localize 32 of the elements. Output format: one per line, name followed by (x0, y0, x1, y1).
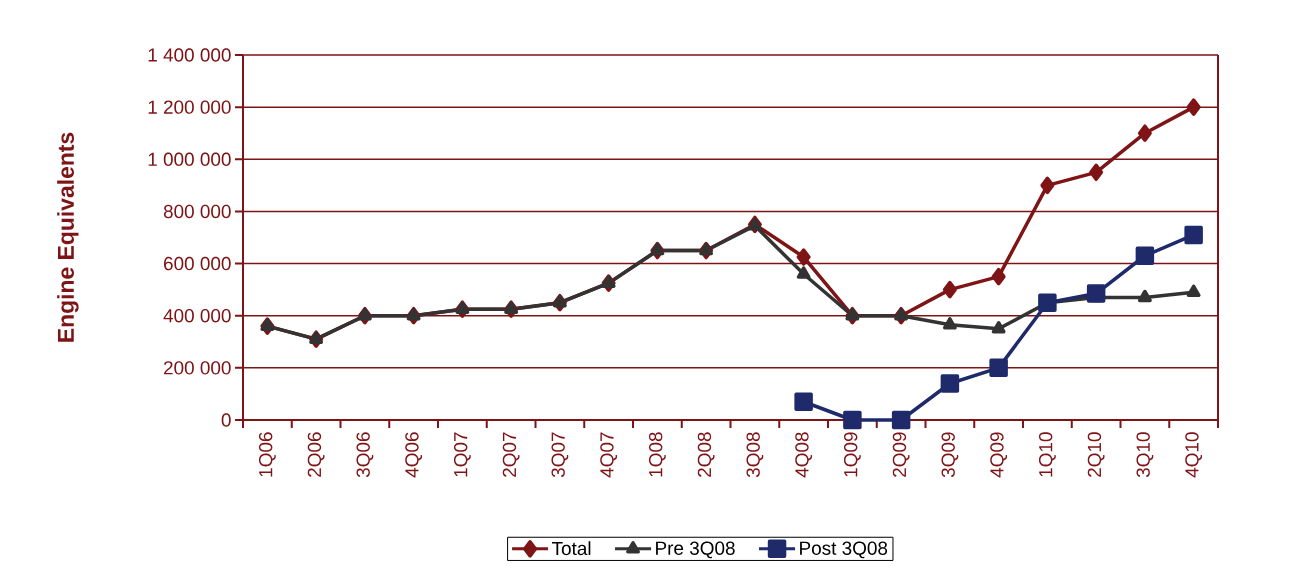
x-tick-label: 2Q08 (697, 432, 715, 477)
y-tick-label: 400 000 (163, 309, 231, 323)
legend-label: Total (551, 541, 591, 556)
x-tick-label: 3Q09 (941, 432, 959, 478)
y-tick-label: 200 000 (164, 361, 231, 375)
x-tick-label: 3Q07 (551, 432, 569, 478)
y-tick-label: 0 (221, 413, 231, 427)
x-tick-label: 2Q10 (1087, 432, 1105, 477)
x-tick-label: 4Q10 (1185, 432, 1203, 478)
y-tick-label: 1 400 000 (148, 48, 231, 62)
x-tick-label: 1Q06 (258, 432, 276, 477)
legend-label: Pre 3Q08 (656, 541, 735, 559)
y-axis-title: Engine Equivalents (57, 132, 79, 342)
y-tick-label: 600 000 (164, 256, 231, 271)
x-tick-label: 1Q09 (843, 432, 861, 477)
x-tick-label: 1Q07 (453, 432, 471, 477)
x-tick-label: 2Q06 (307, 432, 325, 477)
y-tick-label: 1 200 000 (148, 100, 231, 114)
x-tick-label: 4Q08 (795, 432, 813, 478)
x-tick-label: 1Q08 (648, 432, 666, 477)
x-tick-label: 4Q06 (405, 432, 423, 478)
x-tick-label: 4Q07 (600, 432, 618, 478)
x-tick-label: 3Q08 (746, 432, 764, 478)
y-tick-label: 1 000 000 (148, 152, 231, 166)
x-tick-label: 3Q06 (356, 432, 374, 478)
legend-label: Post 3Q08 (800, 541, 888, 559)
x-tick-label: 2Q09 (892, 432, 910, 477)
x-tick-label: 4Q09 (990, 432, 1008, 478)
y-tick-label: 800 000 (163, 204, 231, 219)
x-tick-label: 2Q07 (502, 432, 520, 477)
x-tick-label: 1Q10 (1038, 432, 1056, 477)
x-tick-label: 3Q10 (1136, 432, 1154, 478)
